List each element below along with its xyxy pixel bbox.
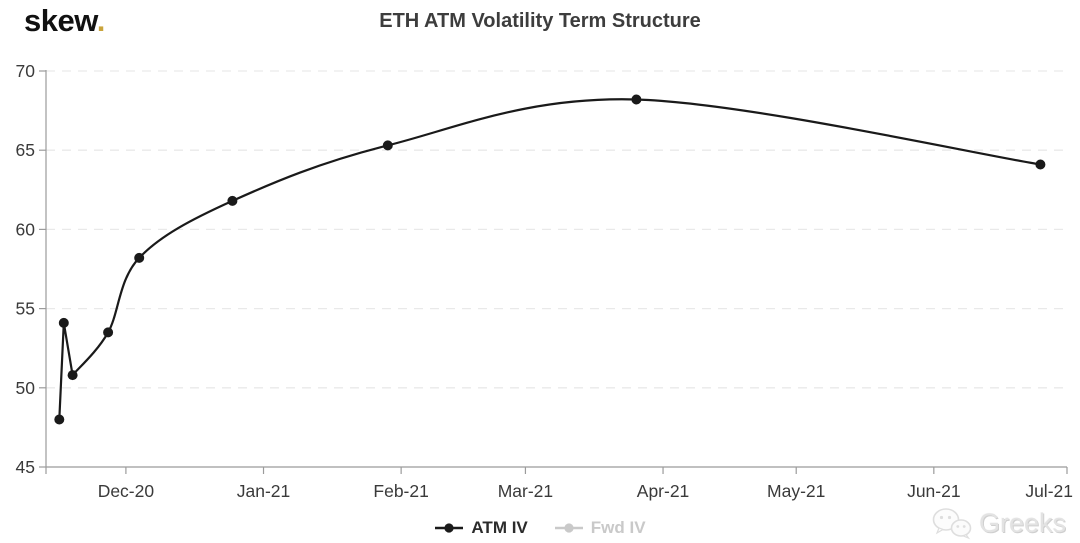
- legend-item-fwd-iv[interactable]: Fwd IV: [554, 518, 646, 538]
- chart-legend: ATM IV Fwd IV: [0, 518, 1080, 538]
- greeks-watermark: Greeks: [931, 506, 1066, 540]
- data-point-marker[interactable]: [134, 252, 145, 263]
- wechat-chat-icon: [932, 508, 972, 540]
- x-tick-label: Jul-21: [1025, 481, 1073, 501]
- skew-logo-text: skew: [24, 3, 97, 38]
- legend-label-atm-iv: ATM IV: [471, 518, 528, 537]
- y-tick-label: 45: [16, 457, 35, 477]
- y-tick-label: 55: [16, 299, 35, 319]
- data-point-marker[interactable]: [67, 370, 78, 381]
- x-tick-label: Jun-21: [907, 481, 961, 501]
- legend-label-fwd-iv: Fwd IV: [590, 518, 646, 537]
- skew-logo: skew.: [24, 3, 106, 38]
- x-tick-label: Mar-21: [498, 481, 553, 501]
- y-tick-label: 70: [16, 61, 36, 81]
- data-point-marker[interactable]: [382, 140, 393, 151]
- data-point-marker[interactable]: [58, 317, 69, 328]
- x-tick-label: Apr-21: [637, 481, 690, 501]
- x-tick-label: Dec-20: [98, 481, 155, 501]
- y-tick-label: 50: [16, 378, 36, 398]
- skew-logo-dot: .: [96, 3, 106, 38]
- x-tick-label: May-21: [767, 481, 825, 501]
- chart-title: ETH ATM Volatility Term Structure: [379, 10, 701, 32]
- data-point-marker[interactable]: [631, 94, 642, 105]
- watermark-text: Greeks: [978, 507, 1066, 538]
- x-tick-label: Jan-21: [237, 481, 291, 501]
- fwd-iv-legend-marker-icon: [554, 523, 583, 533]
- data-point-marker[interactable]: [227, 195, 238, 206]
- x-tick-label: Feb-21: [373, 481, 428, 501]
- atm-iv-legend-marker-icon: [435, 523, 464, 533]
- legend-item-atm-iv[interactable]: ATM IV: [434, 518, 528, 538]
- y-tick-label: 60: [16, 219, 36, 239]
- data-point-marker[interactable]: [1035, 159, 1046, 170]
- data-point-marker[interactable]: [103, 327, 114, 338]
- data-point-marker[interactable]: [54, 414, 65, 425]
- y-tick-label: 65: [16, 140, 35, 160]
- atm-iv-line: [58, 98, 1042, 421]
